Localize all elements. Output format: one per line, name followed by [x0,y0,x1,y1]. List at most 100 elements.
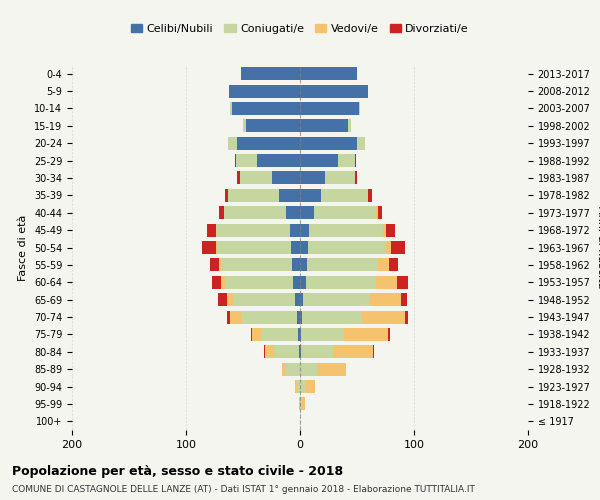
Bar [296,310,300,324]
Bar [386,241,391,254]
Bar [301,328,344,341]
Bar [227,310,230,324]
Bar [228,189,280,202]
Bar [300,172,325,184]
Bar [295,293,300,306]
Bar [370,293,401,306]
Bar [206,224,215,236]
Bar [391,241,405,254]
Bar [221,258,292,272]
Bar [243,120,247,132]
Bar [359,102,361,115]
Bar [300,310,302,324]
Bar [401,293,407,306]
Bar [229,84,300,98]
Bar [230,310,242,324]
Bar [300,189,320,202]
Bar [286,206,300,220]
Bar [307,258,377,272]
Bar [280,189,300,202]
Bar [263,346,265,358]
Bar [224,206,286,220]
Bar [300,154,338,167]
Bar [300,224,309,236]
Bar [257,154,300,167]
Bar [300,136,357,149]
Bar [233,293,295,306]
Bar [348,120,352,132]
Bar [282,362,286,376]
Bar [261,328,298,341]
Legend: Celibi/Nubili, Coniugati/e, Vedovi/e, Divorziati/e: Celibi/Nubili, Coniugati/e, Vedovi/e, Di… [127,20,473,38]
Bar [386,224,395,236]
Bar [230,102,232,115]
Bar [338,154,355,167]
Bar [296,380,300,393]
Bar [306,276,376,289]
Bar [221,276,225,289]
Bar [357,136,365,149]
Bar [238,136,300,149]
Bar [239,172,271,184]
Bar [300,276,306,289]
Bar [232,102,300,115]
Bar [271,172,300,184]
Text: COMUNE DI CASTAGNOLE DELLE LANZE (AT) - Dati ISTAT 1° gennaio 2018 - Elaborazion: COMUNE DI CASTAGNOLE DELLE LANZE (AT) - … [12,485,475,494]
Y-axis label: Anni di nascita: Anni di nascita [596,206,600,289]
Bar [300,380,306,393]
Bar [217,241,291,254]
Bar [210,258,219,272]
Bar [300,362,317,376]
Bar [362,310,405,324]
Bar [355,154,356,167]
Bar [383,224,386,236]
Bar [290,224,300,236]
Bar [300,120,348,132]
Bar [218,293,227,306]
Bar [228,136,238,149]
Bar [368,189,372,202]
Bar [265,346,274,358]
Bar [344,328,388,341]
Bar [300,328,301,341]
Bar [405,310,409,324]
Bar [299,346,300,358]
Text: Popolazione per età, sesso e stato civile - 2018: Popolazione per età, sesso e stato civil… [12,465,343,478]
Bar [295,380,296,393]
Bar [314,206,376,220]
Bar [300,346,301,358]
Bar [376,206,377,220]
Bar [235,154,236,167]
Bar [376,276,397,289]
Bar [306,380,315,393]
Bar [317,362,346,376]
Bar [274,346,299,358]
Bar [252,328,261,341]
Bar [219,258,221,272]
Bar [225,276,293,289]
Bar [300,206,314,220]
Bar [302,310,362,324]
Bar [309,224,383,236]
Bar [299,398,300,410]
Bar [215,224,290,236]
Bar [225,189,228,202]
Bar [373,346,374,358]
Bar [388,328,390,341]
Y-axis label: Fasce di età: Fasce di età [19,214,28,280]
Bar [300,67,357,80]
Bar [202,241,215,254]
Bar [247,120,300,132]
Bar [300,398,302,410]
Bar [300,84,368,98]
Bar [219,206,224,220]
Bar [377,258,389,272]
Bar [300,293,304,306]
Bar [333,346,373,358]
Bar [291,241,300,254]
Bar [242,310,296,324]
Bar [300,102,359,115]
Bar [300,241,308,254]
Bar [389,258,398,272]
Bar [325,172,355,184]
